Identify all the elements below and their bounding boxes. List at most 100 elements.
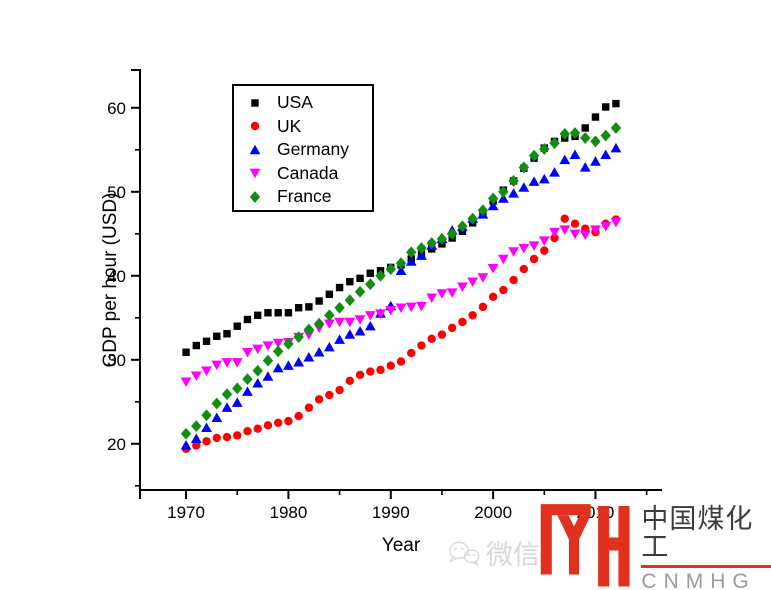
- Germany-marker: [190, 433, 202, 443]
- France-marker: [252, 364, 263, 377]
- logo-text-block: 中国煤化工 CNMHG: [641, 497, 771, 590]
- France-marker: [559, 127, 570, 140]
- France-legend-marker: [249, 190, 261, 203]
- UK-marker: [325, 390, 334, 400]
- UK-marker: [263, 421, 273, 430]
- USA-marker: [284, 309, 293, 317]
- France-marker: [180, 427, 192, 440]
- France-marker: [324, 309, 335, 322]
- France-marker: [457, 220, 468, 233]
- UK-marker: [273, 418, 283, 427]
- UK-legend-marker: [250, 122, 260, 131]
- UK-marker: [345, 376, 355, 385]
- UK-marker: [304, 403, 314, 412]
- series-Canada: [180, 217, 622, 387]
- Canada-marker: [344, 317, 356, 328]
- logo-monogram-icon: [540, 504, 630, 587]
- Canada-marker: [242, 348, 253, 358]
- Canada-marker: [518, 243, 530, 254]
- France-marker: [600, 129, 611, 142]
- Germany-marker: [487, 200, 499, 211]
- Germany-marker: [354, 325, 366, 336]
- Germany-marker: [201, 422, 212, 433]
- Canada-marker: [436, 289, 448, 299]
- Canada-marker: [272, 338, 284, 349]
- Germany-marker: [569, 149, 581, 160]
- USA-marker: [294, 304, 303, 312]
- Germany-marker: [579, 162, 591, 172]
- logo-divider: [641, 564, 771, 568]
- France-marker: [313, 317, 325, 330]
- Germany-marker: [344, 329, 356, 339]
- France-marker: [518, 161, 530, 174]
- Germany-marker: [364, 320, 376, 331]
- UK-marker: [570, 219, 580, 228]
- Canada-marker: [508, 247, 519, 257]
- Canada-marker: [487, 264, 499, 274]
- France-marker: [406, 246, 417, 259]
- France-marker: [191, 420, 202, 433]
- brand-logo: 中国煤化工 CNMHG: [537, 497, 771, 590]
- France-marker: [272, 345, 284, 358]
- USA-marker: [346, 277, 354, 286]
- y-tick-label: 20: [107, 435, 126, 454]
- Germany-marker: [497, 193, 509, 203]
- legend-item-USA: USA: [242, 91, 372, 115]
- Canada-marker: [538, 236, 550, 246]
- legend-label-USA: USA: [277, 92, 313, 113]
- Canada-marker: [600, 222, 612, 232]
- Canada-marker: [354, 315, 366, 325]
- France-marker: [467, 212, 478, 225]
- France-marker: [201, 409, 212, 422]
- circle-legend-icon: [250, 122, 260, 131]
- USA-marker: [213, 332, 221, 340]
- France-marker: [334, 301, 345, 314]
- USA-marker: [192, 341, 200, 350]
- Germany-marker: [538, 173, 550, 184]
- France-marker: [528, 149, 540, 162]
- France-marker: [365, 278, 376, 291]
- UK-marker: [499, 285, 508, 295]
- France-marker: [375, 269, 386, 282]
- legend-item-UK: UK: [242, 115, 372, 139]
- UK-marker: [468, 311, 477, 320]
- USA-marker: [335, 283, 344, 292]
- UK-marker: [233, 431, 242, 440]
- Germany-marker: [221, 402, 233, 412]
- France-marker: [416, 242, 427, 254]
- Canada-marker: [201, 366, 212, 377]
- UK-marker: [550, 233, 559, 243]
- series-France: [180, 122, 622, 440]
- Germany-marker: [528, 176, 540, 186]
- legend-label-Canada: Canada: [277, 162, 339, 183]
- USA-marker: [591, 113, 600, 121]
- USA-legend-marker: [251, 99, 259, 107]
- UK-marker: [253, 424, 262, 433]
- x-axis-label: Year: [381, 535, 421, 556]
- UK-marker: [386, 361, 395, 370]
- USA-marker: [243, 315, 252, 324]
- France-marker: [487, 192, 499, 205]
- UK-marker: [376, 365, 385, 375]
- France-marker: [498, 185, 509, 198]
- series-UK: [181, 214, 621, 454]
- y-tick-label: 50: [107, 183, 126, 202]
- Canada-marker: [375, 309, 386, 319]
- x-tick-label: 1980: [269, 503, 307, 522]
- Germany-marker: [395, 265, 407, 275]
- Canada-legend-marker: [249, 169, 261, 179]
- France-marker: [293, 331, 304, 344]
- France-marker: [580, 132, 591, 144]
- USA-marker: [274, 309, 282, 317]
- Canada-marker: [467, 277, 479, 287]
- UK-marker: [396, 357, 406, 366]
- wechat-watermark: 微信: [448, 533, 540, 572]
- Germany-marker: [405, 256, 417, 266]
- Germany-marker: [283, 360, 294, 370]
- Canada-marker: [610, 217, 622, 228]
- y-tick-label: 30: [107, 351, 126, 370]
- Germany-marker: [303, 351, 315, 362]
- France-marker: [446, 227, 458, 240]
- Canada-marker: [457, 282, 468, 293]
